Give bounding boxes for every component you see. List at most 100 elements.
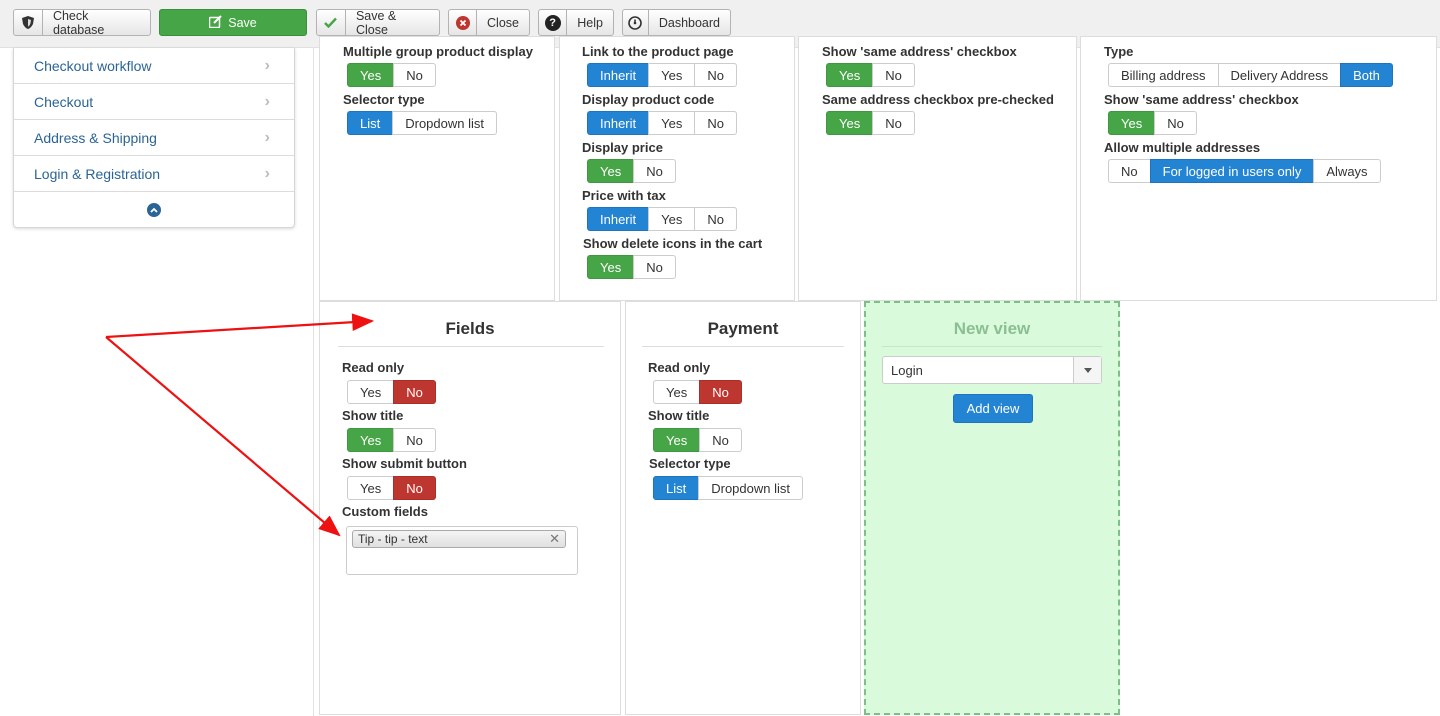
option-yes[interactable]: Yes	[648, 63, 696, 87]
read-only-toggle[interactable]: Yes No	[347, 380, 436, 404]
show-title-toggle[interactable]: Yes No	[347, 428, 436, 452]
option-yes[interactable]: Yes	[648, 207, 696, 231]
option-no[interactable]: No	[393, 476, 436, 500]
option-inherit[interactable]: Inherit	[587, 63, 650, 87]
option-inherit[interactable]: Inherit	[587, 207, 650, 231]
option-both[interactable]: Both	[1340, 63, 1393, 87]
selector-type-toggle[interactable]: List Dropdown list	[347, 111, 497, 135]
sidebar-item-address-shipping[interactable]: Address & Shipping ›	[14, 120, 294, 156]
field-label: Custom fields	[342, 504, 428, 519]
price-tax-toggle[interactable]: Inherit Yes No	[587, 207, 737, 231]
remove-chip-icon[interactable]: ✕	[549, 531, 560, 546]
option-no[interactable]: No	[1108, 159, 1151, 183]
link-product-toggle[interactable]: Inherit Yes No	[587, 63, 737, 87]
option-no[interactable]: No	[633, 159, 676, 183]
option-no[interactable]: No	[694, 207, 737, 231]
read-only-toggle[interactable]: Yes No	[653, 380, 742, 404]
option-yes[interactable]: Yes	[347, 380, 395, 404]
multiple-addresses-toggle[interactable]: No For logged in users only Always	[1108, 159, 1381, 183]
option-no[interactable]: No	[633, 255, 676, 279]
option-no[interactable]: No	[393, 380, 436, 404]
option-yes[interactable]: Yes	[347, 428, 395, 452]
field-label: Type	[1104, 44, 1134, 59]
option-yes[interactable]: Yes	[347, 63, 395, 87]
option-no[interactable]: No	[699, 380, 742, 404]
multiple-group-toggle[interactable]: Yes No	[347, 63, 436, 87]
field-label: Show title	[648, 408, 710, 423]
option-no[interactable]: No	[694, 111, 737, 135]
option-dropdown-list[interactable]: Dropdown list	[392, 111, 497, 135]
chevron-right-icon: ›	[264, 92, 270, 110]
save-close-button[interactable]: Save & Close	[316, 8, 440, 37]
check-database-label: Check database	[52, 8, 105, 37]
field-label: Multiple group product display	[343, 44, 533, 59]
option-yes[interactable]: Yes	[826, 63, 874, 87]
panel-title: Payment	[707, 319, 779, 338]
option-no[interactable]: No	[393, 428, 436, 452]
help-button[interactable]: ? Help	[538, 9, 614, 36]
display-price-toggle[interactable]: Yes No	[587, 159, 676, 183]
option-no[interactable]: No	[872, 111, 915, 135]
field-label: Allow multiple addresses	[1104, 140, 1261, 155]
field-label: Read only	[342, 360, 405, 375]
sidebar-item-login-registration[interactable]: Login & Registration ›	[14, 156, 294, 192]
view-type-select[interactable]: Login	[882, 356, 1102, 384]
question-icon: ?	[539, 10, 568, 35]
custom-field-chip: Tip - tip - text ✕	[352, 530, 566, 548]
option-no[interactable]: No	[699, 428, 742, 452]
delete-icons-toggle[interactable]: Yes No	[587, 255, 676, 279]
option-yes[interactable]: Yes	[653, 428, 701, 452]
show-submit-toggle[interactable]: Yes No	[347, 476, 436, 500]
option-no[interactable]: No	[694, 63, 737, 87]
chevron-right-icon: ›	[264, 128, 270, 146]
field-label: Selector type	[649, 456, 731, 471]
same-address-toggle[interactable]: Yes No	[826, 63, 915, 87]
show-title-toggle[interactable]: Yes No	[653, 428, 742, 452]
option-delivery-address[interactable]: Delivery Address	[1217, 63, 1342, 87]
custom-fields-input[interactable]: Tip - tip - text ✕	[346, 526, 578, 575]
close-button[interactable]: Close	[448, 9, 530, 36]
sidebar-item-label: Login & Registration	[34, 165, 161, 182]
option-yes[interactable]: Yes	[648, 111, 696, 135]
chevron-right-icon: ›	[264, 56, 270, 74]
arrow-to-custom-fields	[105, 336, 341, 537]
add-view-button[interactable]: Add view	[953, 394, 1033, 423]
field-label: Show delete icons in the cart	[583, 236, 763, 251]
display-code-toggle[interactable]: Inherit Yes No	[587, 111, 737, 135]
sidebar-collapse[interactable]	[14, 192, 294, 228]
option-no[interactable]: No	[1154, 111, 1197, 135]
option-list[interactable]: List	[347, 111, 394, 135]
option-yes[interactable]: Yes	[1108, 111, 1156, 135]
dashboard-label: Dashboard	[658, 15, 720, 30]
option-billing-address[interactable]: Billing address	[1108, 63, 1219, 87]
option-yes[interactable]: Yes	[826, 111, 874, 135]
check-icon	[317, 10, 346, 35]
chevron-right-icon: ›	[264, 164, 270, 182]
caret-down-icon[interactable]	[1073, 357, 1101, 383]
selector-type-toggle[interactable]: List Dropdown list	[653, 476, 803, 500]
option-dropdown-list[interactable]: Dropdown list	[698, 476, 803, 500]
sidebar-item-checkout[interactable]: Checkout ›	[14, 84, 294, 120]
sidebar-item-checkout-workflow[interactable]: Checkout workflow ›	[14, 48, 294, 84]
sidebar-item-label: Checkout workflow	[34, 57, 152, 74]
option-always[interactable]: Always	[1313, 159, 1381, 183]
address-type-toggle[interactable]: Billing address Delivery Address Both	[1108, 63, 1393, 87]
option-no[interactable]: No	[872, 63, 915, 87]
new-view-dropzone[interactable]: New view Login Add view	[864, 301, 1120, 715]
title-divider	[338, 346, 604, 347]
check-database-button[interactable]: Check database	[13, 8, 151, 37]
option-list[interactable]: List	[653, 476, 700, 500]
option-yes[interactable]: Yes	[587, 159, 635, 183]
save-button[interactable]: Save	[159, 9, 307, 36]
chevron-up-circle-icon[interactable]	[147, 203, 161, 217]
option-no[interactable]: No	[393, 63, 436, 87]
show-same-address-toggle[interactable]: Yes No	[1108, 111, 1197, 135]
same-address-prechecked-toggle[interactable]: Yes No	[826, 111, 915, 135]
panel-address-type: Type Billing address Delivery Address Bo…	[1080, 36, 1437, 301]
save-close-label: Save & Close	[355, 8, 397, 37]
field-label: Display product code	[582, 92, 715, 107]
option-yes[interactable]: Yes	[653, 380, 701, 404]
dashboard-button[interactable]: Dashboard	[622, 9, 731, 36]
panel-shipping-address: Show 'same address' checkbox Yes No Same…	[798, 36, 1077, 301]
